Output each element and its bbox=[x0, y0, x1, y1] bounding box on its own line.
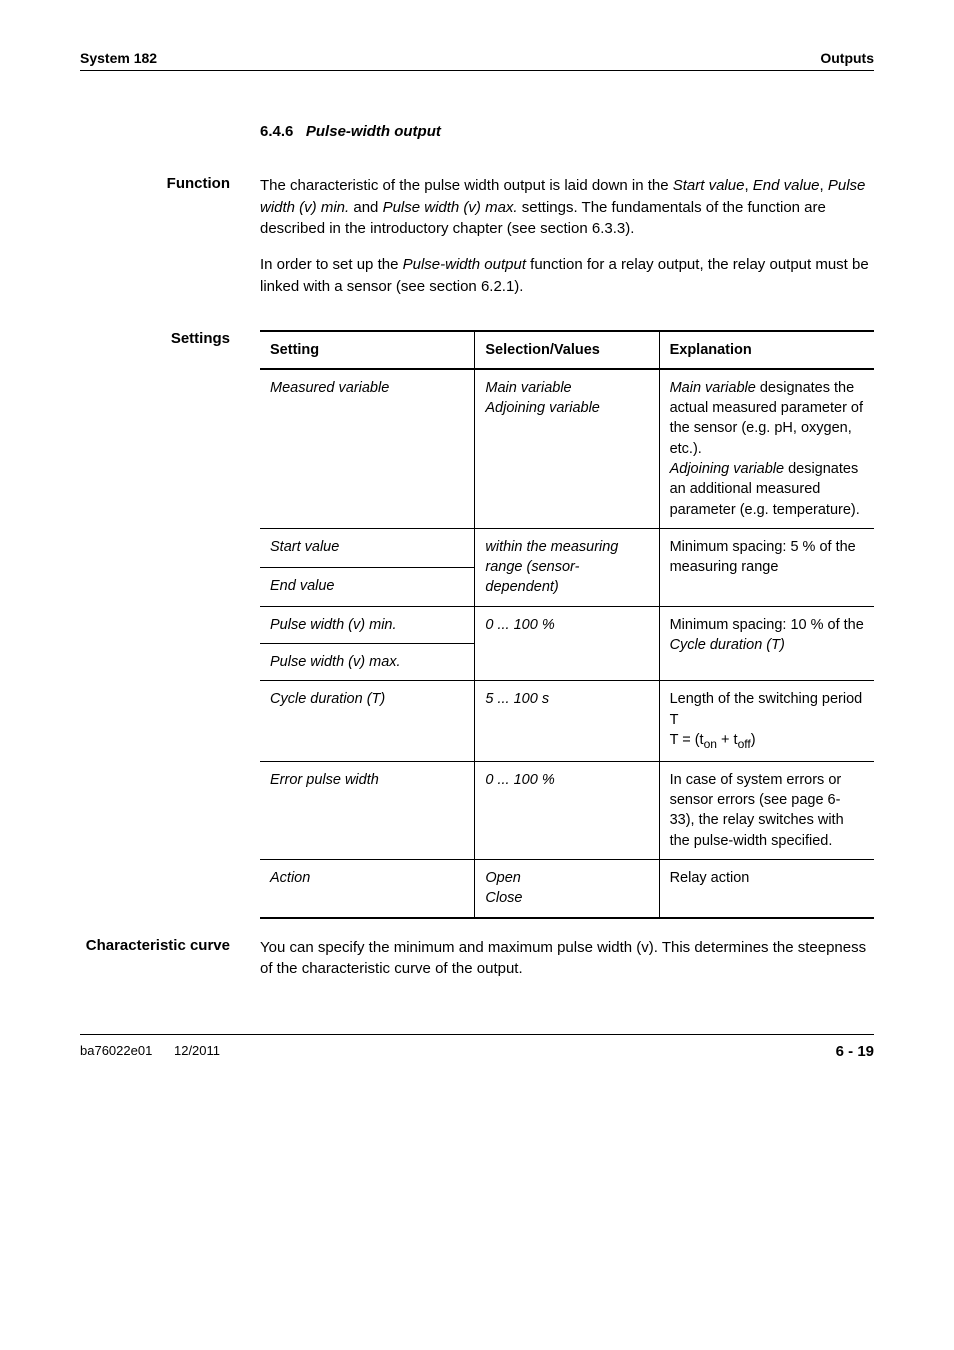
text-italic: Start value bbox=[673, 177, 745, 194]
text: Minimum spacing: 10 % of the bbox=[670, 617, 864, 633]
cell-explanation: In case of system errors or sensor error… bbox=[659, 761, 874, 859]
text: and bbox=[349, 199, 382, 216]
text: , bbox=[820, 177, 828, 194]
footer-page-number: 6 - 19 bbox=[836, 1043, 874, 1060]
table-row: Measured variable Main variable Adjoinin… bbox=[260, 369, 874, 529]
text-italic: Cycle duration (T) bbox=[670, 637, 785, 653]
text-italic: Adjoining variable bbox=[485, 400, 599, 416]
cell-explanation: Minimum spacing: 10 % of the Cycle durat… bbox=[659, 606, 874, 681]
header-rule bbox=[80, 70, 874, 71]
footer-date: 12/2011 bbox=[174, 1043, 220, 1058]
th-selection: Selection/Values bbox=[475, 331, 659, 369]
page: System 182 Outputs 6.4.6 Pulse-width out… bbox=[0, 0, 954, 1350]
header-left: System 182 bbox=[80, 50, 157, 66]
text: In order to set up the bbox=[260, 256, 403, 273]
section-heading-row: 6.4.6 Pulse-width output bbox=[80, 121, 874, 157]
section-number: 6.4.6 bbox=[260, 123, 293, 140]
text: + t bbox=[717, 732, 738, 748]
cell-setting: Action bbox=[260, 859, 475, 917]
text-italic: Main variable bbox=[670, 380, 756, 396]
cell-explanation: Relay action bbox=[659, 859, 874, 917]
text: ) bbox=[751, 732, 756, 748]
text-italic: Close bbox=[485, 890, 522, 906]
cell-selection: Open Close bbox=[475, 859, 659, 917]
cell-setting: Pulse width (v) max. bbox=[260, 644, 475, 681]
text: The characteristic of the pulse width ou… bbox=[260, 177, 673, 194]
table-row: Action Open Close Relay action bbox=[260, 859, 874, 917]
blank-label bbox=[80, 121, 260, 157]
characteristic-body: You can specify the minimum and maximum … bbox=[260, 937, 874, 995]
footer-left: ba76022e01 12/2011 bbox=[80, 1043, 220, 1060]
th-explanation: Explanation bbox=[659, 331, 874, 369]
text-italic: End value bbox=[753, 177, 820, 194]
characteristic-p: You can specify the minimum and maximum … bbox=[260, 937, 874, 981]
footer-rule bbox=[80, 1034, 874, 1035]
cell-setting: Measured variable bbox=[260, 369, 475, 529]
table-row: Cycle duration (T) 5 ... 100 s Length of… bbox=[260, 681, 874, 761]
function-label: Function bbox=[80, 175, 260, 312]
table-row: Error pulse width 0 ... 100 % In case of… bbox=[260, 761, 874, 859]
cell-setting: Error pulse width bbox=[260, 761, 475, 859]
text: , bbox=[744, 177, 752, 194]
text: Length of the switching period T bbox=[670, 691, 863, 727]
header-right: Outputs bbox=[820, 50, 874, 66]
text-sub: off bbox=[738, 737, 751, 751]
cell-selection: 0 ... 100 % bbox=[475, 606, 659, 681]
th-setting: Setting bbox=[260, 331, 475, 369]
text-sub: on bbox=[704, 737, 717, 751]
settings-table: Setting Selection/Values Explanation Mea… bbox=[260, 330, 874, 919]
text-italic: Main variable bbox=[485, 380, 571, 396]
cell-setting: Start value bbox=[260, 528, 475, 567]
section-title: Pulse-width output bbox=[306, 123, 441, 140]
cell-setting: Pulse width (v) min. bbox=[260, 606, 475, 643]
text: T = (t bbox=[670, 732, 704, 748]
function-p1: The characteristic of the pulse width ou… bbox=[260, 175, 874, 240]
cell-setting: End value bbox=[260, 567, 475, 606]
table-head-row: Setting Selection/Values Explanation bbox=[260, 331, 874, 369]
section-heading: 6.4.6 Pulse-width output bbox=[260, 121, 874, 143]
cell-selection: within the measuring range (sensor-depen… bbox=[475, 528, 659, 606]
footer-doc-id: ba76022e01 bbox=[80, 1043, 152, 1058]
page-footer: ba76022e01 12/2011 6 - 19 bbox=[80, 1043, 874, 1060]
table-row: Pulse width (v) min. 0 ... 100 % Minimum… bbox=[260, 606, 874, 643]
cell-explanation: Length of the switching period T T = (to… bbox=[659, 681, 874, 761]
settings-body: Setting Selection/Values Explanation Mea… bbox=[260, 330, 874, 919]
settings-row: Settings Setting Selection/Values Explan… bbox=[80, 330, 874, 919]
cell-setting: Cycle duration (T) bbox=[260, 681, 475, 761]
text-italic: Open bbox=[485, 870, 520, 886]
function-row: Function The characteristic of the pulse… bbox=[80, 175, 874, 312]
function-p2: In order to set up the Pulse-width outpu… bbox=[260, 254, 874, 298]
page-header: System 182 Outputs bbox=[80, 50, 874, 66]
cell-selection: Main variable Adjoining variable bbox=[475, 369, 659, 529]
text-italic: Adjoining variable bbox=[670, 461, 784, 477]
text-italic: Pulse width (v) max. bbox=[383, 199, 518, 216]
table-row: Start value within the measuring range (… bbox=[260, 528, 874, 567]
cell-explanation: Main variable designates the actual meas… bbox=[659, 369, 874, 529]
characteristic-row: Characteristic curve You can specify the… bbox=[80, 937, 874, 995]
cell-selection: 0 ... 100 % bbox=[475, 761, 659, 859]
settings-label: Settings bbox=[80, 330, 260, 919]
characteristic-label: Characteristic curve bbox=[80, 937, 260, 995]
text-italic: Pulse-width output bbox=[403, 256, 526, 273]
cell-selection: 5 ... 100 s bbox=[475, 681, 659, 761]
function-body: The characteristic of the pulse width ou… bbox=[260, 175, 874, 312]
cell-explanation: Minimum spacing: 5 % of the measuring ra… bbox=[659, 528, 874, 606]
